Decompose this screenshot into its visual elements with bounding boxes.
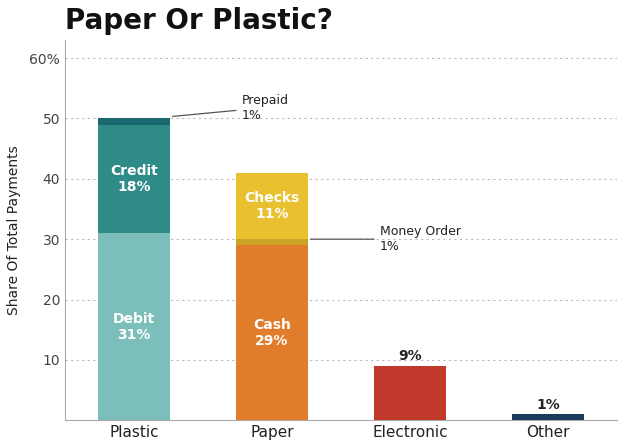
Bar	[512, 414, 584, 420]
Bar	[236, 173, 308, 239]
Y-axis label: Share Of Total Payments: Share Of Total Payments	[7, 145, 21, 315]
Bar	[98, 233, 170, 420]
Text: 9%: 9%	[398, 350, 422, 363]
Text: Paper Or Plastic?: Paper Or Plastic?	[65, 7, 333, 35]
Bar	[236, 239, 308, 245]
Text: Prepaid
1%: Prepaid 1%	[173, 93, 288, 122]
Bar	[374, 366, 446, 420]
Bar	[98, 118, 170, 125]
Text: Money Order
1%: Money Order 1%	[311, 225, 461, 253]
Bar	[236, 245, 308, 420]
Text: Debit
31%: Debit 31%	[113, 312, 155, 342]
Text: Credit
18%: Credit 18%	[110, 164, 158, 194]
Bar	[98, 125, 170, 233]
Text: Checks
11%: Checks 11%	[245, 191, 300, 221]
Text: Cash
29%: Cash 29%	[253, 318, 291, 348]
Text: 1%: 1%	[536, 398, 560, 412]
